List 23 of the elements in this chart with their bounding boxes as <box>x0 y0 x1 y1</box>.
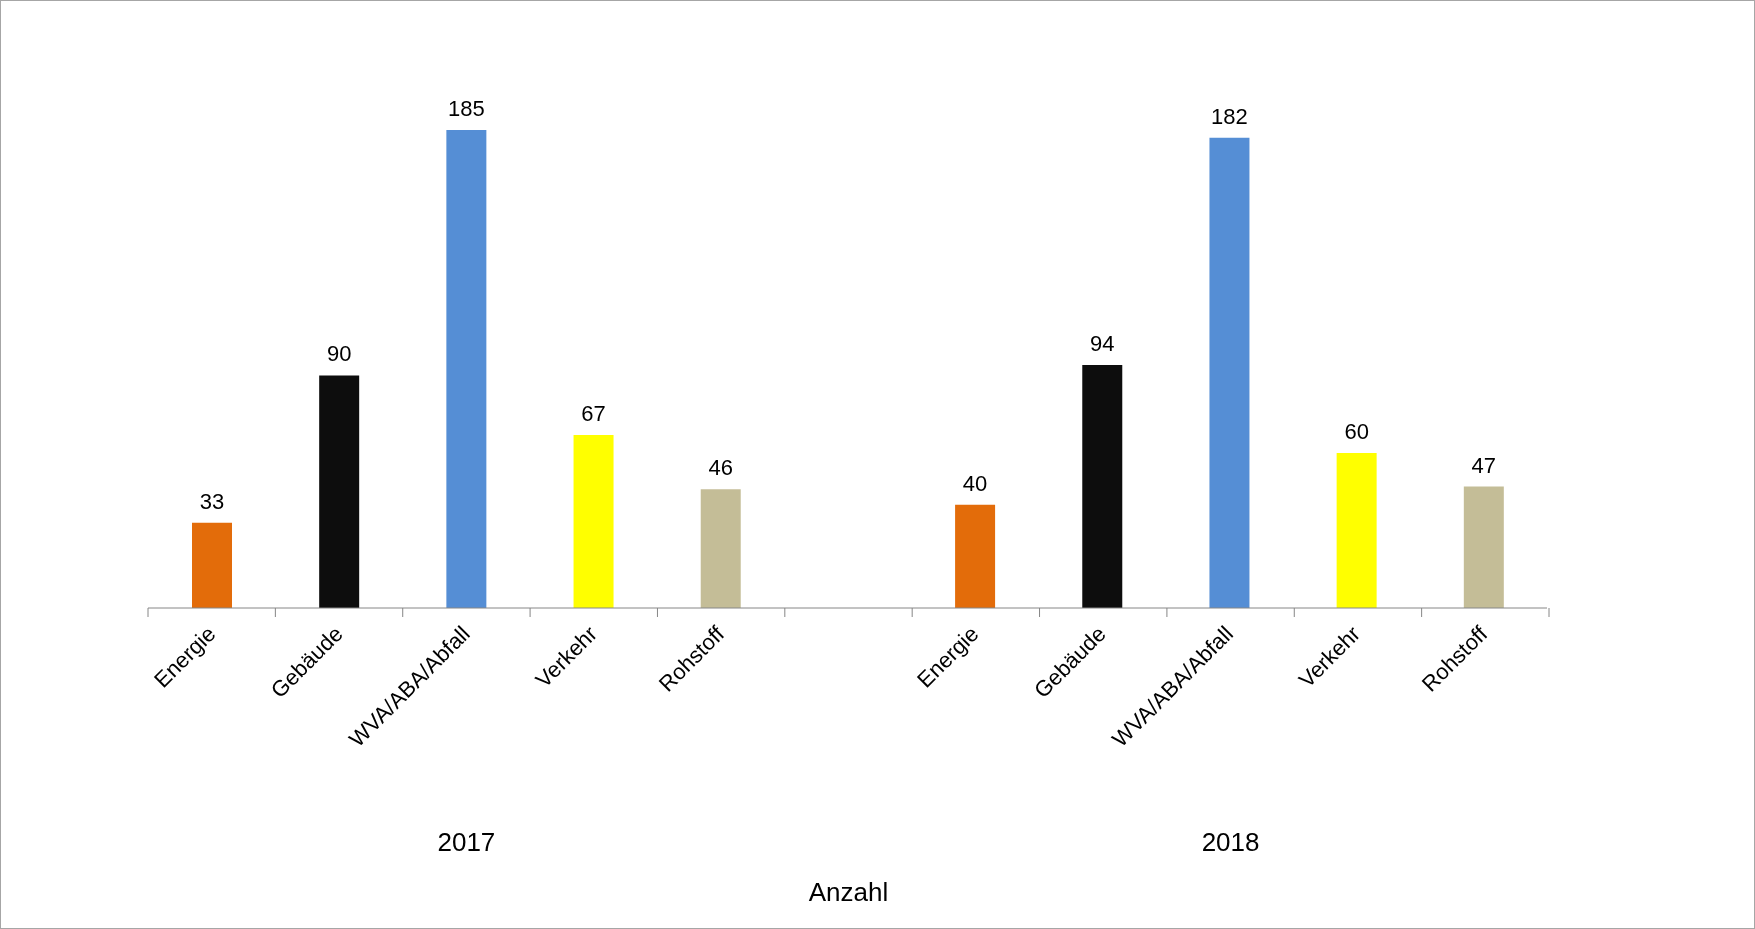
data-label: 185 <box>448 96 485 121</box>
bar <box>1082 365 1123 608</box>
bar <box>1336 452 1377 608</box>
bar <box>573 434 614 608</box>
bar <box>319 375 360 608</box>
data-label: 46 <box>708 455 733 481</box>
data-label: 94 <box>1090 331 1115 357</box>
data-label: 182 <box>1211 103 1248 129</box>
data-label: 33 <box>199 488 225 514</box>
bar <box>955 504 996 608</box>
x-axis-title: Anzahl <box>808 877 889 907</box>
text: 2017 <box>437 827 496 857</box>
bar <box>700 489 741 608</box>
data-label: 60 <box>1344 418 1369 444</box>
data-label: 47 <box>1471 452 1497 478</box>
text: 2018 <box>1201 827 1260 857</box>
bar <box>1209 137 1250 608</box>
data-label: 67 <box>581 400 606 426</box>
bar <box>446 130 487 608</box>
bar <box>1463 486 1504 608</box>
bar <box>192 522 232 608</box>
data-label: 90 <box>326 341 352 367</box>
data-label: 40 <box>962 470 988 496</box>
